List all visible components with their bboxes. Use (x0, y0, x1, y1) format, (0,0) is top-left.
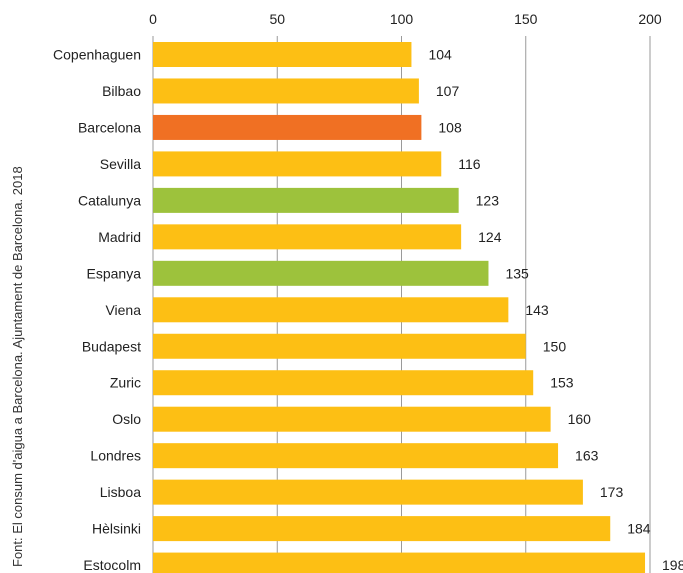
value-label: 153 (550, 375, 574, 391)
bar (153, 42, 412, 67)
value-label: 184 (627, 521, 651, 537)
bar (153, 187, 459, 213)
bar (153, 297, 509, 323)
bar (153, 370, 534, 396)
value-label: 104 (428, 47, 452, 63)
category-label: Bilbao (102, 83, 141, 99)
value-label: 135 (505, 265, 529, 281)
bar (153, 260, 489, 286)
bar (153, 516, 611, 542)
x-tick-label: 200 (638, 11, 662, 27)
labels: 0 50 100 150 200 Copenhaguen 104 Bilbao 107 Barce… (53, 11, 683, 573)
x-tick-label: 150 (514, 11, 538, 27)
category-label: Budapest (82, 338, 141, 354)
category-label: Sevilla (100, 156, 141, 172)
x-tick-label: 50 (269, 11, 285, 27)
value-label: 107 (436, 83, 460, 99)
bar (153, 114, 422, 140)
value-label: 198 (662, 557, 683, 573)
value-label: 124 (478, 229, 502, 245)
x-tick-label: 0 (149, 11, 157, 27)
category-label: Oslo (112, 411, 141, 427)
category-label: Catalunya (78, 192, 141, 208)
bar (153, 224, 462, 250)
category-label: Copenhaguen (53, 47, 141, 63)
category-label: Estocolm (83, 557, 141, 573)
category-label: Madrid (98, 229, 141, 245)
category-label: Lisboa (100, 484, 141, 500)
bar (153, 151, 442, 177)
value-label: 173 (600, 484, 624, 500)
category-label: Espanya (87, 265, 142, 281)
value-label: 160 (568, 411, 592, 427)
category-label: Viena (105, 302, 141, 318)
source-note: Font: El consum d'aigua a Barcelona. Aju… (10, 166, 25, 567)
bar (153, 552, 646, 573)
category-label: Barcelona (78, 119, 141, 135)
category-label: Zuric (110, 375, 141, 391)
value-label: 163 (575, 448, 599, 464)
bar (153, 479, 583, 505)
value-label: 116 (458, 156, 481, 172)
value-label: 108 (438, 119, 462, 135)
category-label: Hèlsinki (92, 521, 141, 537)
bar (153, 78, 419, 104)
category-label: Londres (90, 448, 141, 464)
value-label: 150 (543, 338, 567, 354)
x-tick-label: 100 (390, 11, 414, 27)
bar (153, 406, 551, 432)
bar (153, 333, 526, 359)
value-label: 143 (525, 302, 549, 318)
value-label: 123 (476, 192, 500, 208)
bars (153, 42, 646, 573)
bar (153, 443, 559, 469)
